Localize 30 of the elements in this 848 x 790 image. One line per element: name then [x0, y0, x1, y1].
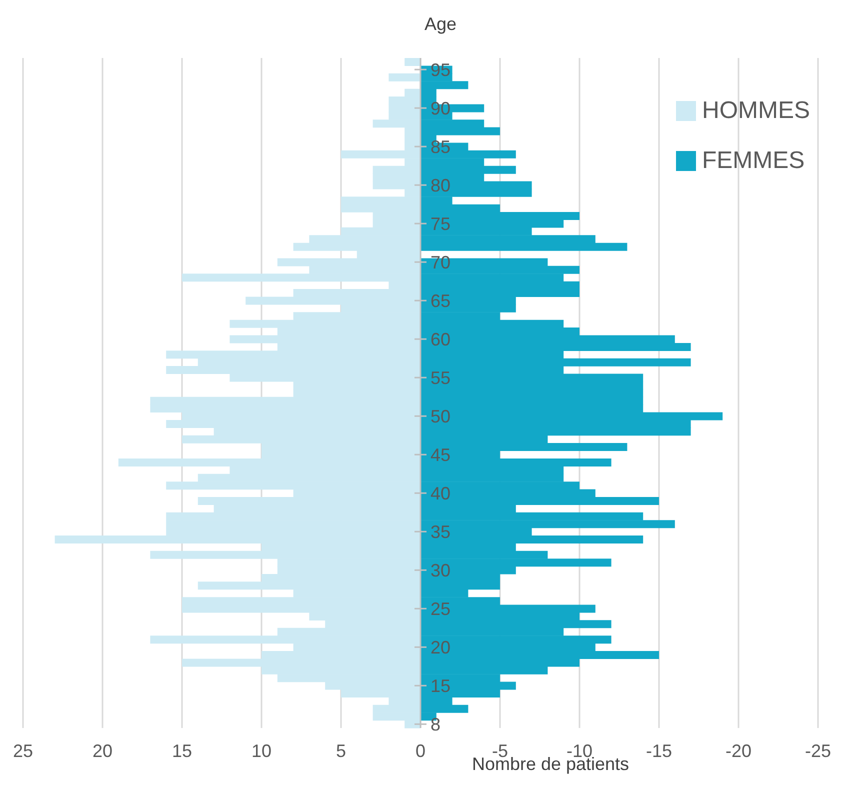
y-tick-label: 55 — [430, 368, 451, 388]
x-tick-label: 10 — [251, 740, 272, 761]
y-tick-label: 20 — [430, 637, 451, 658]
x-tick-label: 20 — [92, 740, 113, 761]
x-tick-label: -20 — [725, 740, 752, 761]
x-tick-label: -25 — [804, 740, 832, 761]
y-tick-label: 15 — [430, 676, 451, 696]
y-tick-label: 65 — [430, 290, 451, 311]
x-tick-label: 0 — [415, 740, 426, 761]
y-tick-label: 25 — [430, 598, 451, 619]
y-tick-label: 35 — [430, 522, 451, 542]
y-tick-label: 75 — [430, 214, 451, 234]
x-tick-label: 15 — [172, 740, 192, 761]
y-axis-title: Age — [423, 14, 458, 35]
y-tick-label: 70 — [430, 252, 451, 272]
y-tick-label: 45 — [430, 444, 451, 465]
y-tick-label: 90 — [430, 98, 451, 118]
x-tick-label: 25 — [12, 740, 34, 761]
y-tick-label: 60 — [430, 329, 451, 350]
y-tick-label: 8 — [430, 714, 441, 734]
y-tick-label: 40 — [430, 483, 451, 504]
y-tick-label: 95 — [430, 60, 451, 80]
y-tick-label: 30 — [430, 560, 451, 580]
legend-label: HOMMES — [702, 97, 810, 125]
x-tick-label: 5 — [336, 740, 346, 761]
y-tick-label: 50 — [430, 406, 451, 426]
legend-label: FEMMES — [702, 147, 805, 175]
y-tick-label: 80 — [430, 175, 451, 196]
y-tick-label: 85 — [430, 136, 451, 157]
x-tick-label: -15 — [646, 740, 672, 761]
